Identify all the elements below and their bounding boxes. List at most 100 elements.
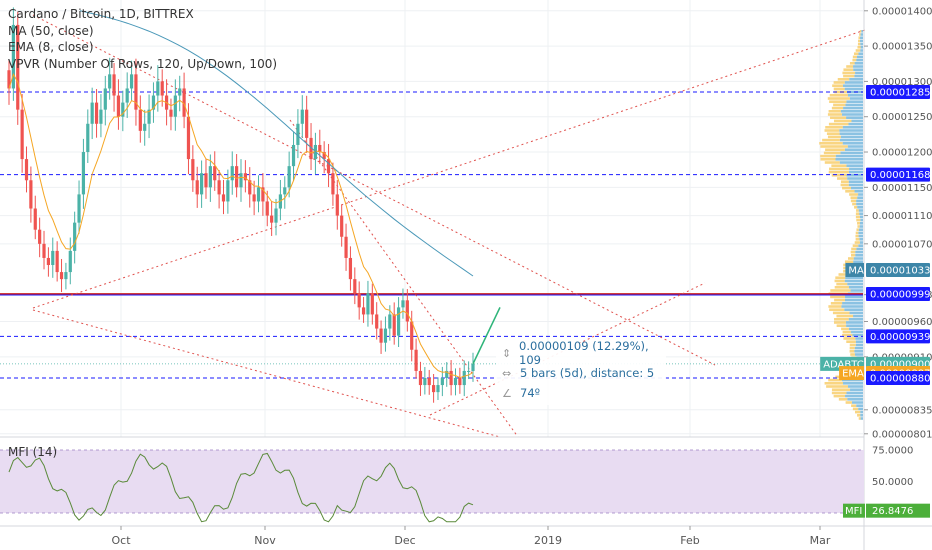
- volume-bar-up: [837, 177, 848, 180]
- candle-down: [221, 194, 226, 202]
- candle-down: [116, 95, 121, 117]
- volume-profile: [819, 30, 863, 420]
- volume-bar-up: [831, 106, 844, 110]
- time-axis[interactable]: Oct Nov Dec 2019 Feb Mar: [111, 526, 831, 547]
- volume-bar-down: [860, 417, 863, 420]
- volume-bar-down: [842, 382, 863, 385]
- time-tick-label: Feb: [680, 534, 699, 547]
- candle-down: [340, 215, 344, 237]
- volume-bar-down: [848, 327, 863, 331]
- volume-bar-up: [858, 417, 861, 420]
- candle-down: [235, 166, 239, 188]
- candle-down: [7, 70, 11, 89]
- volume-bar-down: [842, 84, 863, 87]
- candle-down: [24, 159, 29, 181]
- volume-bar-up: [833, 103, 846, 107]
- volume-bar-down: [850, 330, 863, 334]
- candle-down: [392, 314, 396, 336]
- volume-bar-up: [830, 289, 851, 292]
- candle-down: [217, 180, 221, 195]
- volume-bar-up: [853, 52, 859, 55]
- volume-bar-down: [854, 74, 863, 78]
- volume-bar-down: [848, 170, 863, 174]
- candle-up: [436, 385, 440, 393]
- volume-bar-up: [840, 180, 849, 183]
- candle-up: [462, 370, 466, 386]
- volume-bar-down: [858, 52, 863, 55]
- candle-down: [213, 166, 217, 181]
- volume-bar-down: [840, 110, 863, 113]
- volume-bar-down: [855, 250, 863, 254]
- volume-bar-up: [845, 401, 852, 404]
- volume-bar-up: [851, 247, 857, 251]
- ema-legend[interactable]: EMA (8, close): [8, 40, 94, 54]
- volume-bar-down: [852, 334, 863, 337]
- volume-bar-up: [825, 126, 843, 129]
- volume-bar-up: [856, 209, 859, 212]
- time-tick-label: Nov: [254, 534, 276, 547]
- ma-legend[interactable]: MA (50, close): [8, 23, 94, 38]
- volume-bar-up: [824, 161, 840, 164]
- candle-up: [226, 180, 230, 202]
- volume-bar-up: [852, 55, 857, 59]
- volume-bar-down: [846, 324, 863, 327]
- candle-up: [103, 88, 107, 110]
- volume-bar-down: [859, 215, 863, 219]
- volume-bar-up: [826, 385, 849, 388]
- volume-bar-up: [849, 62, 855, 65]
- volume-bar-up: [840, 183, 849, 187]
- volume-bar-down: [847, 94, 863, 97]
- candle-down: [46, 257, 50, 266]
- hline-label-1168-box: [866, 167, 930, 182]
- candle-up: [401, 300, 405, 308]
- candle-down: [370, 293, 374, 315]
- volume-bar-down: [841, 378, 863, 382]
- candle-up: [108, 74, 112, 89]
- volume-bar-down: [841, 113, 863, 116]
- volume-bar-down: [854, 350, 863, 353]
- last-price-label: 0.00000900: [870, 359, 930, 370]
- volume-bar-up: [834, 318, 849, 321]
- mfi-tag-box: [843, 503, 865, 518]
- volume-bar-down: [839, 132, 863, 135]
- volume-bar-up: [828, 170, 849, 174]
- candle-down: [418, 370, 423, 386]
- candle-up: [230, 166, 234, 181]
- candle-down: [353, 279, 357, 294]
- volume-bar-up: [856, 218, 861, 222]
- price-tick-label: 0.00001150: [872, 183, 932, 194]
- volume-bar-up: [852, 58, 857, 62]
- volume-bar-down: [857, 196, 863, 199]
- volume-bar-down: [842, 302, 863, 305]
- trend-line-short-up: [429, 282, 706, 416]
- volume-bar-down: [858, 231, 863, 235]
- volume-bar-up: [855, 49, 861, 52]
- mfi-band: [0, 450, 864, 513]
- volume-bar-down: [847, 282, 863, 286]
- volume-bar-up: [855, 212, 860, 215]
- volume-bar-up: [842, 186, 851, 190]
- volume-bar-down: [855, 340, 863, 343]
- volume-bar-up: [856, 228, 859, 231]
- symbol-title[interactable]: Cardano / Bitcoin, 1D, BITTREX: [8, 7, 194, 21]
- volume-bar-up: [855, 238, 860, 241]
- volume-bar-up: [854, 241, 860, 244]
- volume-bar-down: [859, 241, 863, 244]
- candle-down: [94, 102, 99, 124]
- mfi-tag: MFI: [845, 506, 862, 517]
- candle-down: [42, 243, 46, 258]
- mfi-legend[interactable]: MFI (14): [8, 445, 58, 459]
- hline-label-1285: 0.00001285: [870, 88, 930, 99]
- volume-bar-up: [828, 305, 842, 308]
- mfi-value-box: [866, 503, 930, 518]
- volume-bar-up: [830, 295, 845, 299]
- volume-bar-down: [842, 126, 863, 129]
- volume-bar-down: [860, 410, 863, 414]
- volume-bar-down: [846, 116, 863, 119]
- volume-bar-up: [838, 273, 849, 276]
- volume-bar-up: [835, 276, 846, 279]
- volume-bar-down: [849, 311, 863, 315]
- candles: [7, 7, 475, 403]
- vpvr-legend[interactable]: VPVR (Number Of Rows, 120, Up/Down, 100): [8, 56, 278, 71]
